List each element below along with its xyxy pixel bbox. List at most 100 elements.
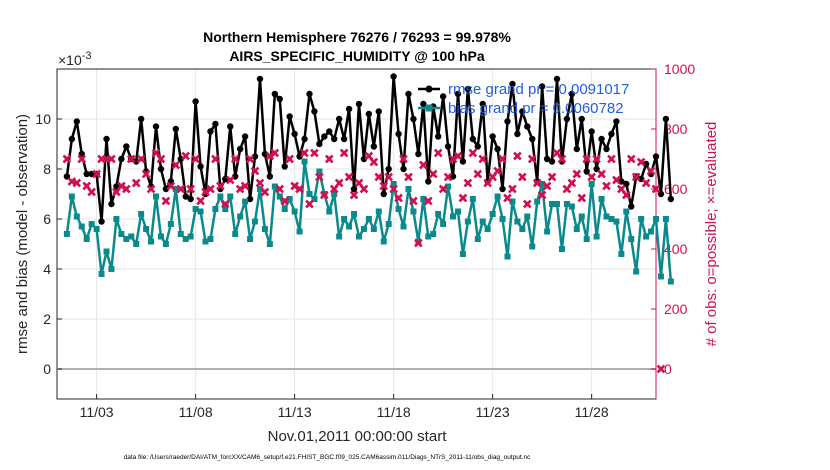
data-file-footer: data file: /Users/raeder/DAI/ATM_forcXX/… (124, 454, 532, 461)
bias-point (123, 236, 130, 242)
rmse-point (459, 158, 467, 165)
rmse-point (415, 150, 422, 158)
x-tick-label: 11/13 (278, 404, 312, 420)
legend-rmse-marker (425, 85, 433, 93)
obs-point (280, 196, 290, 206)
obs-marker-core (391, 186, 396, 192)
rmse-point (286, 113, 293, 120)
x-tick-label: 11/18 (377, 404, 411, 420)
rmse-point (335, 115, 343, 123)
rmse-point (652, 153, 660, 160)
obs-point (216, 181, 225, 191)
rmse-point (157, 165, 165, 173)
bias-point (657, 273, 664, 280)
obs-point (612, 175, 621, 185)
rmse-point (464, 85, 472, 93)
obs-marker-core (554, 150, 560, 156)
bias-point (648, 228, 655, 235)
y-exponent-power: -3 (82, 50, 92, 62)
bias-point (266, 241, 273, 247)
obs-point (211, 154, 220, 164)
x-tick-label: 11/03 (80, 404, 114, 420)
rmse-point (662, 115, 670, 123)
rmse-point (241, 133, 249, 140)
rmse-point (340, 135, 348, 143)
bias-point (499, 216, 506, 222)
obs-point (220, 199, 230, 209)
obs-marker-core (624, 192, 629, 198)
obs-marker-core (401, 156, 406, 162)
legend: rmse grand pr = 0.0091017 bias grand pr … (418, 81, 629, 117)
bias-point (261, 226, 268, 232)
rmse-point (360, 155, 368, 163)
bias-point (360, 226, 367, 232)
obs-marker-core (485, 180, 490, 186)
obs-point (250, 166, 260, 176)
y-axis-label: rmse and bias (model - observation) (14, 114, 31, 354)
obs-marker-core (307, 201, 312, 207)
bias-point (450, 213, 457, 220)
obs-point (72, 178, 82, 188)
obs-point (508, 184, 517, 194)
bias-point (222, 206, 229, 212)
obs-point (572, 169, 582, 179)
obs-point (141, 169, 151, 179)
obs-marker-core (213, 156, 218, 162)
obs-point (518, 172, 527, 182)
bias-point (138, 211, 145, 217)
obs-marker-core (119, 183, 124, 189)
obs-marker-core (178, 186, 183, 192)
rmse-point (583, 168, 590, 175)
obs-point (240, 181, 250, 191)
obs-marker-core (470, 150, 476, 156)
rmse-point (321, 133, 328, 140)
rmse-point (177, 155, 184, 163)
bias-point (549, 201, 556, 207)
obs-marker-core (534, 180, 540, 186)
obs-marker-core (658, 366, 664, 372)
obs-marker-core (74, 180, 80, 186)
obs-point (230, 154, 240, 164)
bias-point (494, 193, 501, 200)
rmse-point (271, 90, 279, 98)
obs-marker-core (287, 156, 292, 162)
x-tick-label: 11/28 (575, 404, 609, 420)
obs-point (324, 154, 334, 164)
rmse-point (355, 100, 363, 108)
rmse-point (667, 195, 675, 203)
rmse-point (395, 130, 402, 138)
obs-marker-core (604, 183, 609, 189)
bias-point (583, 236, 590, 242)
rmse-point (509, 80, 516, 88)
obs-point (87, 187, 96, 197)
bias-point (509, 198, 516, 205)
obs-marker-core (435, 150, 441, 156)
bias-point (98, 271, 105, 277)
bias-point (256, 186, 263, 192)
rmse-point (212, 120, 219, 128)
rmse-point (603, 145, 610, 153)
bias-point (118, 231, 125, 237)
bias-point (192, 206, 199, 212)
bias-point (182, 236, 189, 242)
bias-point (301, 158, 308, 165)
obs-marker-core (589, 174, 594, 180)
rmse-point (301, 135, 308, 143)
obs-point (339, 148, 349, 158)
bias-point (425, 233, 432, 240)
obs-point (547, 172, 557, 182)
obs-marker-core (322, 192, 327, 198)
obs-marker-core (99, 156, 104, 162)
obs-point (121, 184, 131, 194)
obs-marker-core (327, 156, 332, 162)
bias-point (172, 186, 179, 192)
bias-point (346, 223, 353, 230)
rmse-point (380, 190, 387, 198)
obs-marker-core (465, 180, 471, 186)
rmse-point (524, 123, 531, 130)
obs-marker-core (480, 156, 485, 162)
y-tick-label: 6 (43, 211, 51, 227)
obs-point (428, 169, 438, 179)
obs-point (295, 184, 304, 194)
